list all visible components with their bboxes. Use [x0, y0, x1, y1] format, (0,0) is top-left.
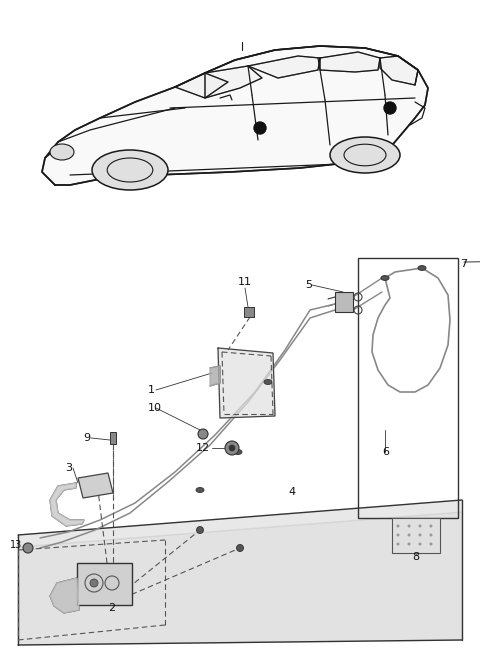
Circle shape: [237, 544, 243, 552]
Text: 12: 12: [196, 443, 210, 453]
Circle shape: [229, 445, 235, 451]
Ellipse shape: [264, 379, 272, 384]
Text: 8: 8: [412, 552, 420, 562]
Circle shape: [430, 542, 432, 546]
Bar: [358, 258, 458, 518]
Text: 1: 1: [148, 385, 155, 395]
Bar: [110, 432, 116, 444]
Text: 3: 3: [65, 463, 72, 473]
Circle shape: [198, 429, 208, 439]
Polygon shape: [218, 348, 275, 418]
Circle shape: [225, 441, 239, 455]
Text: 13: 13: [10, 540, 22, 550]
Ellipse shape: [418, 265, 426, 271]
Circle shape: [430, 525, 432, 527]
Text: 11: 11: [238, 277, 252, 287]
Circle shape: [408, 525, 410, 527]
Text: 6: 6: [382, 447, 389, 457]
Text: 2: 2: [108, 603, 116, 613]
Circle shape: [396, 542, 399, 546]
Ellipse shape: [234, 449, 242, 455]
Text: 7: 7: [460, 259, 467, 269]
Ellipse shape: [92, 150, 168, 190]
Bar: [335, 292, 353, 312]
Circle shape: [396, 534, 399, 536]
Polygon shape: [42, 46, 428, 185]
Text: 5: 5: [305, 280, 312, 290]
Text: 10: 10: [148, 403, 162, 413]
Polygon shape: [320, 52, 380, 72]
Polygon shape: [380, 56, 418, 85]
Polygon shape: [18, 512, 462, 645]
Bar: [392, 518, 440, 553]
Circle shape: [196, 527, 204, 534]
Circle shape: [90, 579, 98, 587]
Text: 4: 4: [288, 487, 295, 497]
Circle shape: [419, 534, 421, 536]
Polygon shape: [210, 366, 220, 386]
Circle shape: [254, 122, 266, 134]
Ellipse shape: [330, 137, 400, 173]
Text: 9: 9: [83, 433, 90, 443]
Bar: [77, 563, 132, 605]
Circle shape: [23, 543, 33, 553]
Circle shape: [430, 534, 432, 536]
Polygon shape: [18, 500, 462, 547]
Polygon shape: [78, 473, 113, 498]
Circle shape: [384, 102, 396, 114]
Circle shape: [396, 525, 399, 527]
Bar: [244, 307, 254, 317]
Polygon shape: [50, 578, 79, 613]
Circle shape: [419, 542, 421, 546]
Polygon shape: [205, 66, 262, 98]
Polygon shape: [175, 73, 228, 98]
Circle shape: [408, 534, 410, 536]
Circle shape: [419, 525, 421, 527]
Ellipse shape: [50, 144, 74, 160]
Polygon shape: [248, 56, 320, 78]
Ellipse shape: [196, 487, 204, 493]
Ellipse shape: [381, 276, 389, 280]
Circle shape: [408, 542, 410, 546]
Polygon shape: [50, 483, 84, 526]
